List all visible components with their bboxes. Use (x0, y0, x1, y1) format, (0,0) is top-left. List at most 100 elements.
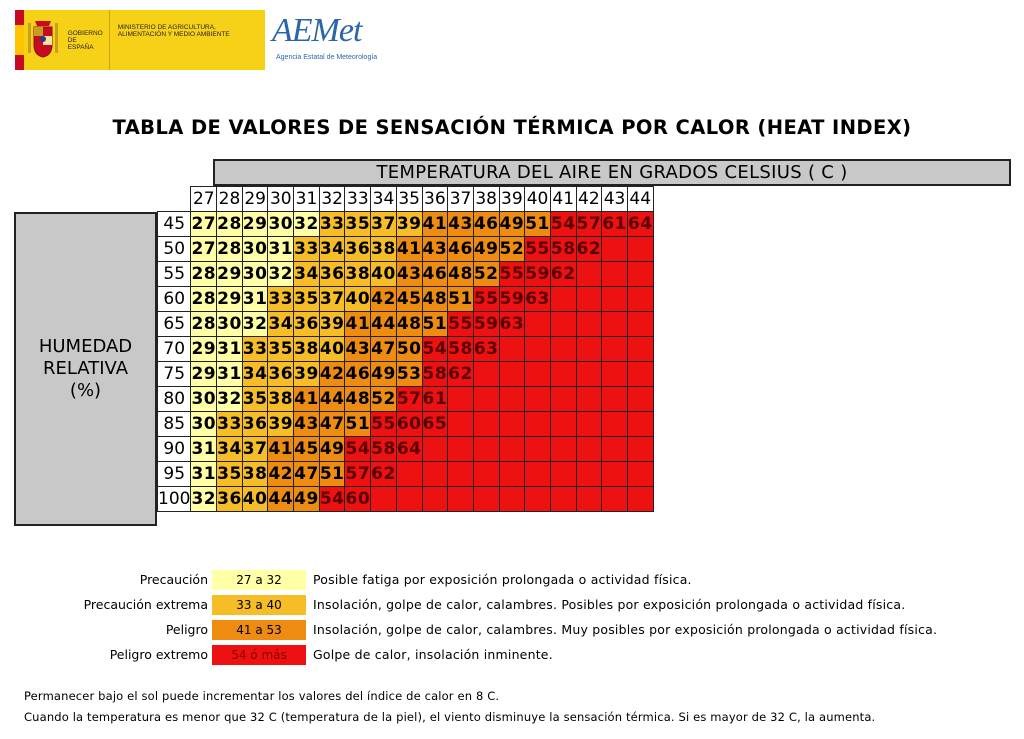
heat-index-cell (601, 486, 628, 512)
heat-index-cell (626, 286, 654, 312)
heat-index-cell: 38 (293, 336, 320, 362)
heat-index-cell: 36 (293, 311, 320, 337)
heat-index-cell: 46 (447, 236, 474, 262)
heat-index-cell: 30 (241, 261, 269, 287)
heat-index-cell: 34 (318, 236, 346, 262)
legend-description: Golpe de calor, insolación inminente. (313, 647, 553, 662)
humidity-row-header: 45 (156, 211, 192, 237)
heat-index-cell: 41 (395, 236, 423, 262)
heat-index-cell: 38 (267, 386, 295, 412)
heat-index-cell: 28 (216, 211, 243, 237)
table-row: 100 32 36 40 44 49 54 60 (156, 486, 654, 512)
heat-index-cell: 64 (395, 436, 423, 462)
heat-index-cell: 37 (318, 286, 346, 312)
note-line: Cuando la temperatura es menor que 32 C … (24, 710, 876, 724)
heat-index-cell (575, 386, 603, 412)
heat-index-cell: 41 (421, 211, 449, 237)
heat-index-cell: 55 (472, 286, 500, 312)
heat-index-cell: 40 (344, 286, 372, 312)
legend-swatch: 54 ó más (212, 645, 306, 665)
heat-index-cell: 43 (293, 411, 320, 437)
heat-index-cell: 48 (447, 261, 474, 287)
heat-index-cell (626, 486, 654, 512)
heat-index-cell: 30 (267, 211, 295, 237)
heat-index-cell: 28 (190, 261, 218, 287)
heat-index-cell (524, 336, 551, 362)
legend-label: Precaución extrema (83, 597, 208, 612)
heat-index-cell (549, 436, 577, 462)
heat-index-cell: 33 (267, 286, 295, 312)
heat-index-cell (549, 286, 577, 312)
heat-index-cell (549, 311, 577, 337)
heat-index-cell: 39 (395, 211, 423, 237)
temperature-column-header: 35 (395, 186, 423, 212)
heat-index-cell (626, 436, 654, 462)
heat-index-cell: 33 (293, 236, 320, 262)
heat-index-cell: 59 (498, 286, 526, 312)
heat-index-cell: 29 (190, 336, 218, 362)
heat-index-cell: 62 (370, 461, 397, 487)
heat-index-cell: 62 (549, 261, 577, 287)
heat-index-cell: 61 (601, 211, 628, 237)
heat-index-cell (524, 411, 551, 437)
heat-index-cell: 58 (447, 336, 474, 362)
heat-index-cell: 55 (447, 311, 474, 337)
heat-index-cell: 58 (421, 361, 449, 387)
temperature-column-header: 44 (626, 186, 654, 212)
heat-index-cell: 27 (190, 236, 218, 262)
heat-index-cell (421, 486, 449, 512)
heat-index-cell: 36 (267, 361, 295, 387)
heat-index-cell: 28 (190, 286, 218, 312)
heat-index-cell (601, 336, 628, 362)
heat-index-cell (549, 486, 577, 512)
heat-index-cell: 42 (318, 361, 346, 387)
heat-index-cell: 34 (267, 311, 295, 337)
heat-index-cell: 30 (190, 386, 218, 412)
heat-index-cell: 49 (370, 361, 397, 387)
table-row: 90 31 34 37 41 45 49 54 58 64 (156, 436, 654, 462)
aemet-wordmark: AEMet (272, 12, 362, 49)
temperature-column-header: 40 (524, 186, 551, 212)
ministry-text: Ministerio de Agricultura, Alimentación … (117, 24, 230, 38)
notes: Permanecer bajo el sol puede incrementar… (24, 686, 875, 728)
humidity-row-header: 85 (156, 411, 192, 437)
heat-index-cell (601, 361, 628, 387)
heat-index-cell: 40 (370, 261, 397, 287)
heat-index-cell: 43 (395, 261, 423, 287)
heat-index-cell: 35 (241, 386, 269, 412)
heat-index-cell: 28 (216, 236, 243, 262)
heat-index-cell (447, 436, 474, 462)
heat-index-cell (472, 386, 500, 412)
heat-index-cell (601, 386, 628, 412)
humidity-axis-label: HUMEDAD RELATIVA (%) (14, 212, 157, 526)
heat-index-cell (626, 411, 654, 437)
heat-index-cell: 63 (472, 336, 500, 362)
heat-index-cell: 58 (549, 236, 577, 262)
heat-index-cell: 34 (293, 261, 320, 287)
temperature-column-header: 37 (447, 186, 474, 212)
heat-index-cell: 63 (524, 286, 551, 312)
temperature-column-header: 28 (216, 186, 243, 212)
heat-index-cell: 59 (472, 311, 500, 337)
heat-index-cell (601, 436, 628, 462)
heat-index-cell (447, 386, 474, 412)
heat-index-cell: 54 (344, 436, 372, 462)
heat-index-cell: 35 (344, 211, 372, 237)
legend-description: Insolación, golpe de calor, calambres. P… (313, 597, 906, 612)
heat-index-cell (472, 436, 500, 462)
heat-index-cell (575, 336, 603, 362)
heat-index-cell: 37 (241, 436, 269, 462)
heat-index-cell (472, 486, 500, 512)
table-row: 60 28 29 31 33 35 37 40 42 45 48 51 55 59 63 (156, 286, 654, 312)
heat-index-cell (498, 361, 526, 387)
heat-index-cell (549, 461, 577, 487)
legend-description: Posible fatiga por exposición prolongada… (313, 572, 692, 587)
note-line: Permanecer bajo el sol puede incrementar… (24, 689, 500, 703)
heat-index-cell: 36 (318, 261, 346, 287)
heat-index-cell (498, 411, 526, 437)
temperature-column-header: 42 (575, 186, 603, 212)
legend-swatch: 33 a 40 (212, 595, 306, 615)
heat-index-cell: 37 (370, 211, 397, 237)
heat-index-cell: 51 (318, 461, 346, 487)
heat-index-cell: 49 (498, 211, 526, 237)
